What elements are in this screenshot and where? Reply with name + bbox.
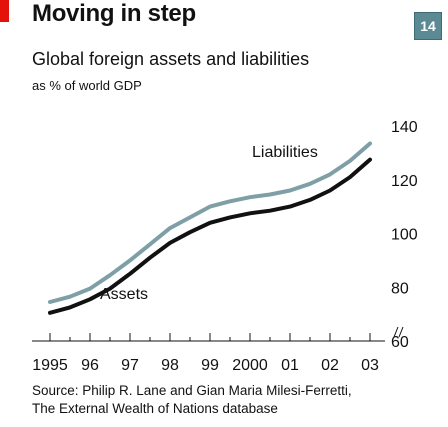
x-tick-label-01: 01 xyxy=(281,357,299,374)
x-tick-label-2000: 2000 xyxy=(232,357,268,374)
series-label-liabilities: Liabilities xyxy=(252,144,318,161)
x-tick-label-02: 02 xyxy=(321,357,339,374)
axis-break-icon xyxy=(393,326,404,338)
source-line-2: The External Wealth of Nations database xyxy=(32,401,278,416)
source-line-1: Source: Philip R. Lane and Gian Maria Mi… xyxy=(32,383,352,398)
chart-number-badge: 14 xyxy=(414,12,442,40)
x-tick-label-96: 96 xyxy=(81,357,99,374)
chart-subtitle: Global foreign assets and liabilities xyxy=(32,49,310,69)
x-tick-label-97: 97 xyxy=(121,357,139,374)
x-tick-label-98: 98 xyxy=(161,357,179,374)
y-tick-label-100: 100 xyxy=(391,227,418,244)
x-tick-label-1995: 1995 xyxy=(32,357,68,374)
series-label-assets: Assets xyxy=(100,286,148,303)
unit-label: as % of world GDP xyxy=(32,78,142,93)
y-tick-label-60: 60 xyxy=(391,334,409,351)
red-accent-tag xyxy=(0,0,9,22)
x-tick-label-99: 99 xyxy=(201,357,219,374)
source-note: Source: Philip R. Lane and Gian Maria Mi… xyxy=(32,382,352,418)
chart-title: Moving in step xyxy=(32,0,196,27)
y-tick-label-80: 80 xyxy=(391,280,409,297)
x-tick-label-03: 03 xyxy=(361,357,379,374)
series-line-assets xyxy=(48,157,372,315)
y-tick-label-120: 120 xyxy=(391,173,418,190)
y-tick-label-140: 140 xyxy=(391,119,418,136)
